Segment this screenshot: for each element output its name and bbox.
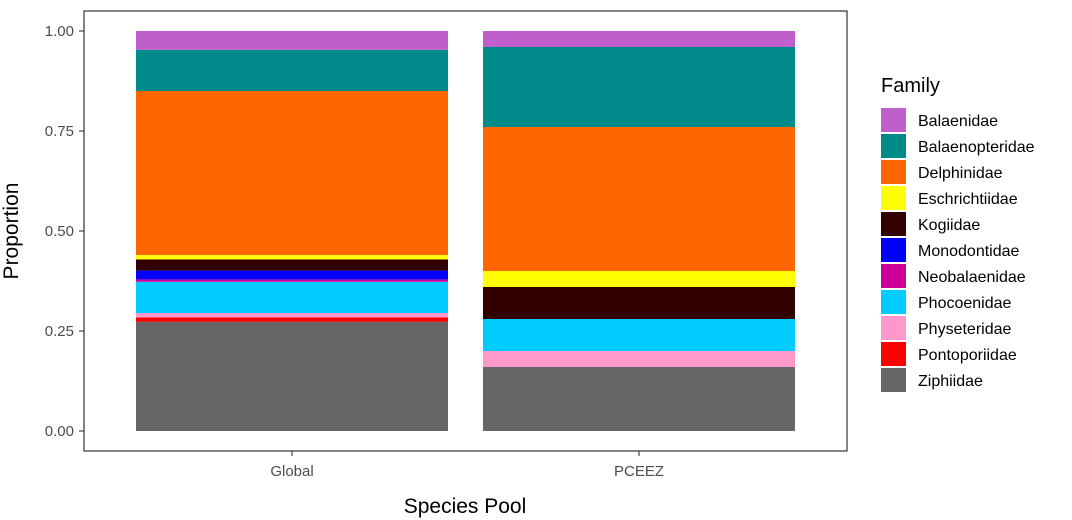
- legend-label-pontoporiidae: Pontoporiidae: [918, 347, 1017, 364]
- legend-label-ziphiidae: Ziphiidae: [918, 373, 983, 390]
- bar-segment-pceez-delphinidae: [483, 127, 795, 271]
- legend: Family Balaenidae Balaenopteridae Delphini…: [881, 75, 1035, 392]
- legend-label-neobalaenidae: Neobalaenidae: [918, 269, 1026, 286]
- legend-label-eschrichtiidae: Eschrichtiidae: [918, 191, 1018, 208]
- legend-label-delphinidae: Delphinidae: [918, 165, 1003, 182]
- legend-label-kogiidae: Kogiidae: [918, 217, 980, 234]
- legend-swatch-phocoenidae: [881, 290, 906, 314]
- legend-label-monodontidae: Monodontidae: [918, 243, 1020, 260]
- legend-swatch-balaenopteridae: [881, 134, 906, 158]
- x-tick-label-global: Global: [270, 463, 313, 480]
- bar-stacks: [136, 31, 795, 431]
- legend-swatch-eschrichtiidae: [881, 186, 906, 210]
- x-axis: Global PCEEZ: [270, 451, 664, 480]
- bar-segment-global-pontoporiidae: [136, 317, 448, 322]
- legend-label-physeteridae: Physeteridae: [918, 321, 1011, 338]
- x-axis-title: Species Pool: [404, 495, 527, 518]
- legend-label-balaenopteridae: Balaenopteridae: [918, 139, 1035, 156]
- legend-label-balaenidae: Balaenidae: [918, 113, 998, 130]
- legend-label-phocoenidae: Phocoenidae: [918, 295, 1012, 312]
- bar-segment-global-neobalaenidae: [136, 279, 448, 282]
- y-tick-label: 0.75: [45, 123, 74, 140]
- legend-swatch-balaenidae: [881, 108, 906, 132]
- bar-segment-pceez-kogiidae: [483, 287, 795, 319]
- y-tick-label: 0.25: [45, 323, 74, 340]
- y-axis-title: Proportion: [0, 183, 23, 280]
- legend-swatch-monodontidae: [881, 238, 906, 262]
- bar-segment-global-ziphiidae: [136, 321, 448, 431]
- y-tick-label: 0.50: [45, 223, 74, 240]
- bar-segment-global-eschrichtiidae: [136, 255, 448, 260]
- y-tick-label: 0.00: [45, 423, 74, 440]
- bar-segment-global-balaenidae: [136, 31, 448, 50]
- bar-segment-pceez-ziphiidae: [483, 367, 795, 431]
- bar-segment-global-balaenopteridae: [136, 49, 448, 91]
- bar-segment-pceez-phocoenidae: [483, 319, 795, 351]
- legend-swatch-kogiidae: [881, 212, 906, 236]
- bar-segment-global-kogiidae: [136, 259, 448, 271]
- bar-segment-pceez-balaenidae: [483, 31, 795, 47]
- bar-segment-global-delphinidae: [136, 91, 448, 255]
- bar-segment-pceez-balaenopteridae: [483, 47, 795, 127]
- legend-swatch-physeteridae: [881, 316, 906, 340]
- legend-swatch-neobalaenidae: [881, 264, 906, 288]
- legend-swatch-delphinidae: [881, 160, 906, 184]
- bar-segment-pceez-eschrichtiidae: [483, 271, 795, 287]
- legend-swatch-ziphiidae: [881, 368, 906, 392]
- bar-segment-global-physeteridae: [136, 313, 448, 318]
- bar-segment-global-phocoenidae: [136, 281, 448, 313]
- y-axis: 0.00 0.25 0.50 0.75 1.00: [45, 23, 84, 440]
- bar-segment-global-monodontidae: [136, 270, 448, 280]
- x-tick-label-pceez: PCEEZ: [614, 463, 664, 480]
- bar-segment-pceez-physeteridae: [483, 351, 795, 367]
- legend-title: Family: [881, 75, 940, 97]
- legend-swatch-pontoporiidae: [881, 342, 906, 366]
- y-tick-label: 1.00: [45, 23, 74, 40]
